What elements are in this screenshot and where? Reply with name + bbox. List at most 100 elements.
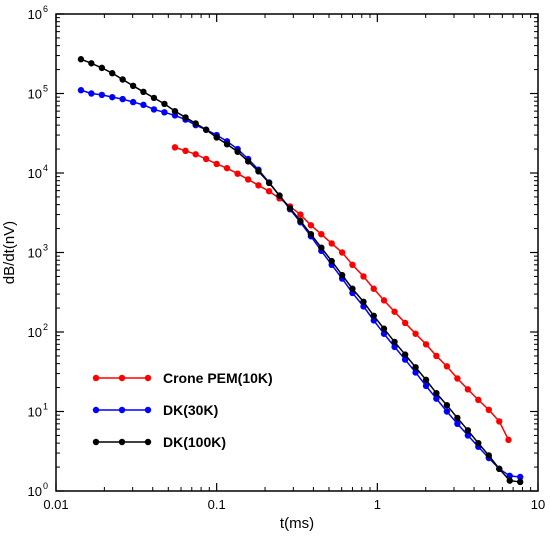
x-tick-label: 0.01 bbox=[43, 497, 68, 512]
legend-marker-2 bbox=[144, 438, 152, 446]
series-1-point bbox=[433, 395, 440, 402]
x-tick-label: 1 bbox=[374, 497, 381, 512]
series-0-point bbox=[370, 285, 377, 292]
series-2-point bbox=[129, 82, 137, 90]
series-1-point bbox=[517, 473, 524, 481]
series-2-point bbox=[286, 205, 294, 212]
series-0-point bbox=[192, 151, 199, 158]
series-0-point bbox=[443, 363, 451, 370]
series-0-point bbox=[454, 375, 461, 382]
series-2-point bbox=[517, 478, 524, 486]
series-2-point bbox=[380, 325, 388, 332]
series-2-point bbox=[391, 338, 398, 346]
series-2-point bbox=[202, 126, 210, 133]
series-2-point bbox=[213, 134, 220, 141]
series-1-point bbox=[506, 472, 513, 480]
y-tick-label: 10 bbox=[28, 484, 42, 499]
legend-marker-0 bbox=[92, 374, 100, 382]
series-2-point bbox=[140, 88, 147, 96]
y-tick-label: 10 bbox=[28, 7, 42, 22]
series-1-point bbox=[109, 93, 116, 101]
series-2-point bbox=[265, 179, 273, 187]
legend-marker-0 bbox=[144, 374, 152, 382]
series-2-point bbox=[506, 477, 513, 484]
series-1-point bbox=[422, 382, 430, 390]
y-tick-exponent: 2 bbox=[43, 322, 48, 332]
series-0-point bbox=[496, 418, 503, 425]
series-layer bbox=[77, 56, 524, 486]
x-axis-label: t(ms) bbox=[280, 515, 314, 532]
y-tick-exponent: 4 bbox=[43, 163, 48, 173]
series-2-point bbox=[454, 414, 461, 422]
series-0-point bbox=[349, 261, 356, 269]
series-1-point bbox=[119, 95, 126, 103]
series-2-point bbox=[182, 114, 189, 121]
legend-marker-0 bbox=[118, 374, 126, 382]
y-tick-exponent: 0 bbox=[43, 481, 48, 491]
series-0-point bbox=[328, 240, 335, 247]
series-1-point bbox=[412, 369, 419, 376]
series-0-point bbox=[234, 170, 241, 177]
series-2-point bbox=[464, 427, 472, 434]
series-2-point bbox=[307, 230, 315, 238]
y-axis-label: dB/dt(nV) bbox=[1, 221, 18, 284]
series-1-point bbox=[464, 432, 472, 439]
series-2-point bbox=[255, 168, 262, 175]
series-2-point bbox=[88, 60, 95, 67]
series-0-point bbox=[360, 273, 367, 280]
series-2-point bbox=[109, 70, 116, 77]
series-0-point bbox=[422, 341, 430, 348]
y-tick-label: 10 bbox=[28, 166, 42, 181]
series-line-1 bbox=[80, 89, 521, 478]
series-2-point bbox=[360, 298, 367, 305]
legend-label-2: DK(100K) bbox=[163, 434, 226, 450]
series-1-point bbox=[150, 106, 158, 113]
series-2-point bbox=[412, 364, 419, 371]
series-2-point bbox=[297, 217, 304, 225]
series-0-point bbox=[412, 330, 419, 337]
series-1-point bbox=[161, 109, 168, 116]
series-1-point bbox=[380, 330, 388, 337]
series-0-point bbox=[433, 352, 440, 360]
series-0-point bbox=[380, 297, 388, 304]
series-0-point bbox=[171, 144, 179, 151]
series-2-point bbox=[161, 100, 168, 108]
series-1-point bbox=[401, 356, 409, 363]
legend-marker-2 bbox=[118, 438, 126, 446]
series-2-point bbox=[401, 351, 409, 358]
series-0-point bbox=[338, 249, 346, 256]
legend: Crone PEM(10K) DK(30K) DK(100K) bbox=[92, 370, 273, 450]
series-0-point bbox=[265, 188, 273, 195]
series-0-point bbox=[213, 160, 220, 168]
y-tick-exponent: 1 bbox=[43, 402, 48, 412]
series-1-point bbox=[454, 420, 461, 428]
y-tick-label: 10 bbox=[28, 246, 42, 261]
y-tick-label: 10 bbox=[28, 405, 42, 420]
y-tick-label: 10 bbox=[28, 325, 42, 340]
series-2-point bbox=[485, 452, 492, 459]
series-2-point bbox=[223, 141, 231, 148]
x-tick-label: 10 bbox=[531, 497, 545, 512]
series-0-point bbox=[255, 182, 262, 189]
series-0-point bbox=[202, 155, 210, 163]
series-2-point bbox=[475, 439, 482, 447]
legend-label-0: Crone PEM(10K) bbox=[163, 370, 273, 386]
series-0-point bbox=[505, 436, 512, 444]
series-1-point bbox=[391, 343, 398, 351]
series-0-point bbox=[475, 396, 482, 404]
series-2-point bbox=[150, 94, 158, 102]
series-2-point bbox=[276, 192, 283, 199]
y-tick-exponent: 3 bbox=[43, 243, 48, 253]
series-2-point bbox=[171, 107, 179, 115]
series-2-point bbox=[192, 120, 199, 127]
series-0-point bbox=[401, 319, 409, 327]
series-1-point bbox=[140, 101, 147, 109]
y-tick-exponent: 6 bbox=[43, 4, 48, 14]
series-2-point bbox=[328, 257, 335, 265]
plot-frame bbox=[55, 13, 539, 492]
series-line-0 bbox=[174, 146, 510, 441]
series-2-point bbox=[98, 64, 106, 72]
